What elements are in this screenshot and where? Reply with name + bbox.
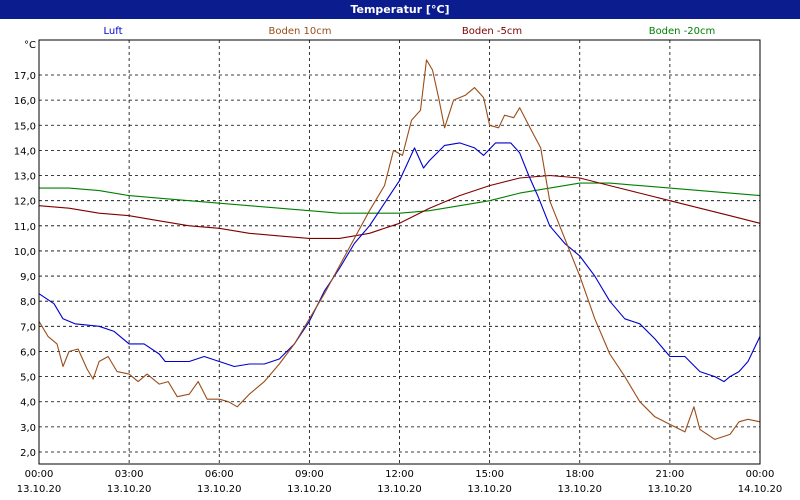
x-tick-time: 06:00 xyxy=(205,469,234,480)
x-tick-time: 15:00 xyxy=(475,469,504,480)
x-tick-date: 13.10.20 xyxy=(557,484,602,495)
series-line-boden-20cm xyxy=(39,182,761,214)
x-axis-ticks: 00:00 13.10.20 03:00 13.10.20 06:00 13.10.20 0… xyxy=(17,469,783,495)
chart-title: Temperatur [°C] xyxy=(0,0,800,19)
plot-frame xyxy=(38,39,761,465)
y-tick-label: 3,0 xyxy=(20,423,36,434)
series-line-luft xyxy=(38,142,761,383)
y-tick-label: 11,0 xyxy=(14,222,36,233)
y-tick-label: 14,0 xyxy=(14,146,36,157)
chart-background xyxy=(0,19,800,500)
x-tick-date: 13.10.20 xyxy=(648,484,693,495)
y-tick-label: 2,0 xyxy=(20,448,36,459)
y-tick-label: 8,0 xyxy=(20,297,36,308)
x-tick-date: 13.10.20 xyxy=(287,484,332,495)
y-tick-label: 4,0 xyxy=(20,398,36,409)
series-line-boden-10cm xyxy=(38,59,761,440)
x-tick-time: 18:00 xyxy=(565,469,594,480)
y-tick-label: 9,0 xyxy=(20,272,36,283)
x-tick-date: 13.10.20 xyxy=(377,484,422,495)
y-tick-label: 17,0 xyxy=(14,71,36,82)
legend-boden-10cm: Boden 10cm xyxy=(269,26,332,37)
y-tick-label: 12,0 xyxy=(14,197,36,208)
x-tick-date: 13.10.20 xyxy=(467,484,512,495)
y-tick-label: 5,0 xyxy=(20,373,36,384)
x-tick-date: 14.10.20 xyxy=(738,484,783,495)
y-tick-label: 16,0 xyxy=(14,96,36,107)
series-line-boden-5cm xyxy=(38,174,761,239)
y-tick-label: 10,0 xyxy=(14,247,36,258)
legend-boden-minus-20cm: Boden -20cm xyxy=(649,26,716,37)
x-tick-date: 13.10.20 xyxy=(17,484,62,495)
legend-luft: Luft xyxy=(104,26,123,37)
x-tick-time: 21:00 xyxy=(655,469,684,480)
x-tick-time: 09:00 xyxy=(295,469,324,480)
y-tick-label: 6,0 xyxy=(20,347,36,358)
x-tick-time: 00:00 xyxy=(746,469,775,480)
x-tick-time: 03:00 xyxy=(115,469,144,480)
x-tick-time: 12:00 xyxy=(385,469,414,480)
legend-boden-minus-5cm: Boden -5cm xyxy=(462,26,522,37)
x-tick-date: 13.10.20 xyxy=(107,484,152,495)
grid xyxy=(39,40,760,464)
y-axis-ticks: 2,0 3,0 4,0 5,0 6,0 7,0 8,0 9,0 10,0 11,0 12,0 13,0… xyxy=(14,71,36,459)
x-tick-date: 13.10.20 xyxy=(197,484,242,495)
series-lines xyxy=(38,59,761,440)
y-tick-label: 13,0 xyxy=(14,172,36,183)
y-tick-label: 7,0 xyxy=(20,322,36,333)
x-tick-time: 00:00 xyxy=(25,469,54,480)
y-axis-unit: °C xyxy=(24,40,36,51)
y-tick-label: 15,0 xyxy=(14,121,36,132)
